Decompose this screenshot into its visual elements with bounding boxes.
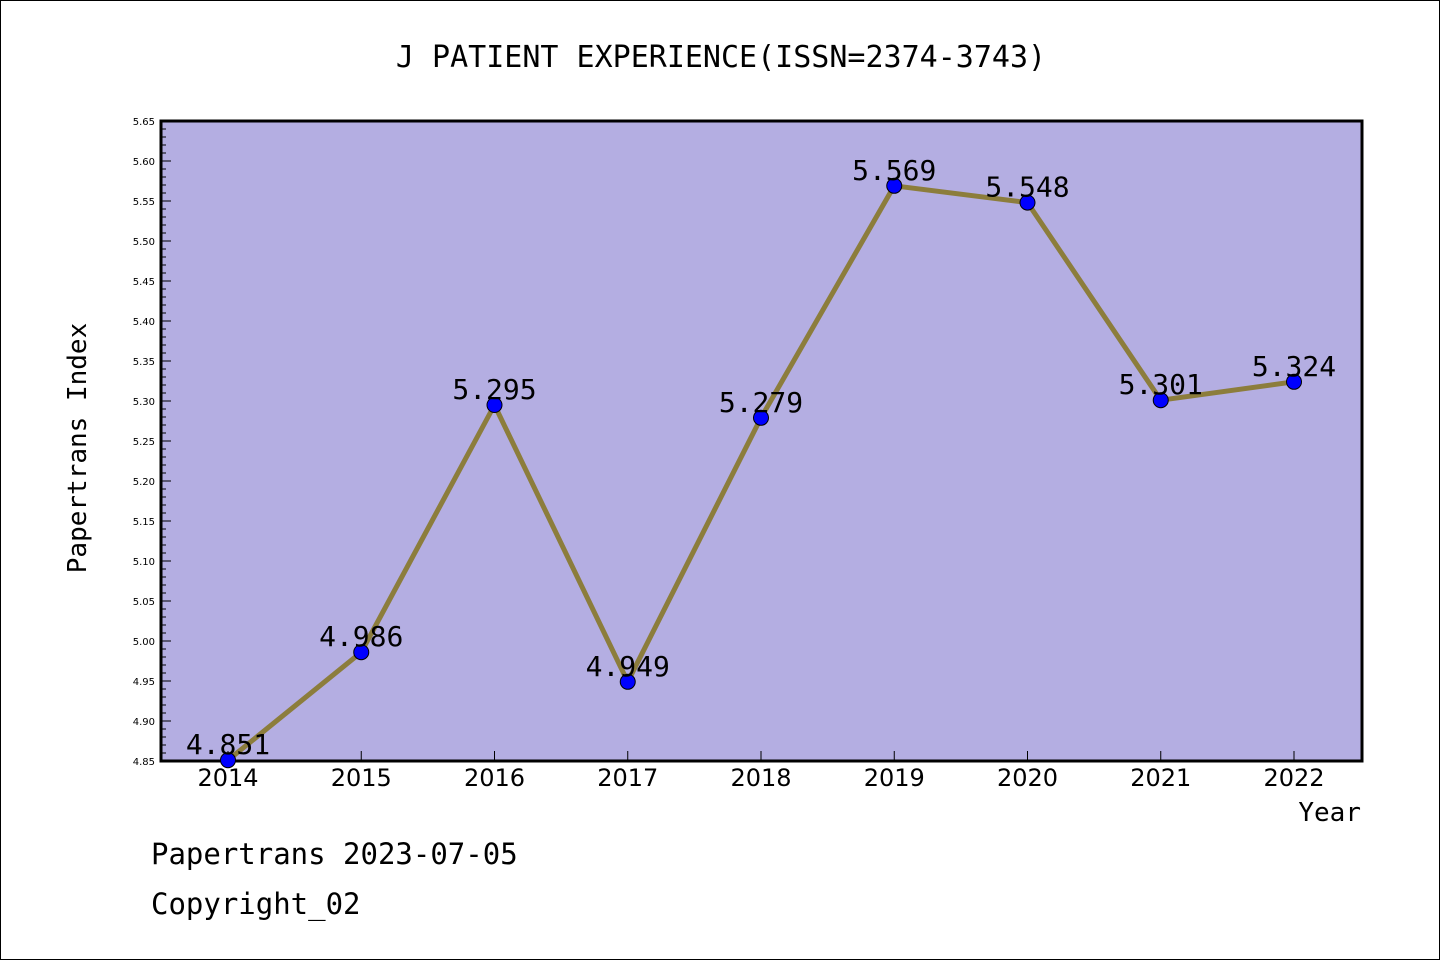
y-axis-ticks: 4.85 4.90 4.95 5.00 5.05 5.10 5.15 5.20 5.25 5.30… <box>133 117 171 768</box>
y-tick-label: 5.20 <box>133 477 155 488</box>
data-label: 4.949 <box>586 650 670 683</box>
x-tick-label: 2017 <box>597 764 658 792</box>
y-tick-label: 5.60 <box>133 157 155 168</box>
x-tick-label: 2014 <box>197 764 258 792</box>
y-axis-label: Papertrans Index <box>63 323 93 573</box>
y-tick-label: 5.15 <box>133 517 155 528</box>
x-axis-ticks: 2014 2015 2016 2017 2018 2019 2020 2021 2022 <box>197 751 1325 792</box>
data-markers <box>220 177 1302 769</box>
y-tick-label: 5.05 <box>133 597 155 608</box>
data-label: 4.986 <box>319 620 403 653</box>
y-tick-label: 5.65 <box>133 117 155 128</box>
y-tick-label: 5.00 <box>133 637 155 648</box>
data-label: 5.324 <box>1252 350 1336 383</box>
plot-area <box>159 119 1364 763</box>
y-tick-label: 5.50 <box>133 237 155 248</box>
y-tick-label: 5.40 <box>133 317 155 328</box>
y-tick-label: 5.45 <box>133 277 155 288</box>
x-axis-label: Year <box>1298 798 1361 828</box>
chart-title: J PATIENT EXPERIENCE(ISSN=2374-3743) <box>396 40 1046 75</box>
data-label: 5.295 <box>452 373 536 406</box>
data-label: 5.548 <box>985 171 1069 204</box>
data-point <box>486 397 503 413</box>
y-tick-label: 5.55 <box>133 197 155 208</box>
data-point <box>886 177 903 194</box>
data-label: 4.851 <box>186 728 270 761</box>
data-point <box>1019 194 1036 211</box>
y-tick-label: 5.30 <box>133 397 155 408</box>
data-label: 5.279 <box>719 386 803 419</box>
data-point <box>1286 373 1302 390</box>
y-tick-label: 5.25 <box>133 437 155 448</box>
y-tick-label: 5.10 <box>133 557 155 568</box>
x-tick-label: 2016 <box>464 764 525 792</box>
data-labels: 4.851 4.986 5.295 4.949 5.279 5.569 5.548 5.301… <box>186 154 1336 761</box>
data-point <box>220 752 236 769</box>
y-tick-label: 4.85 <box>133 757 155 768</box>
x-tick-label: 2021 <box>1130 764 1191 792</box>
y-tick-label: 4.90 <box>133 717 155 728</box>
data-label: 5.569 <box>852 154 936 187</box>
x-tick-label: 2022 <box>1263 764 1324 792</box>
x-tick-label: 2018 <box>730 764 791 792</box>
data-point <box>1152 392 1169 409</box>
x-tick-label: 2015 <box>331 764 392 792</box>
data-point <box>753 409 769 426</box>
x-tick-label: 2019 <box>864 764 925 792</box>
data-point <box>353 644 370 661</box>
data-point <box>619 673 636 690</box>
footer-date: Papertrans 2023-07-05 <box>151 837 518 871</box>
data-label: 5.301 <box>1119 368 1203 401</box>
x-tick-label: 2020 <box>997 764 1058 792</box>
footer-copyright: Copyright_02 <box>151 887 361 921</box>
y-tick-label: 5.35 <box>133 357 155 368</box>
y-tick-label: 4.95 <box>133 677 155 688</box>
